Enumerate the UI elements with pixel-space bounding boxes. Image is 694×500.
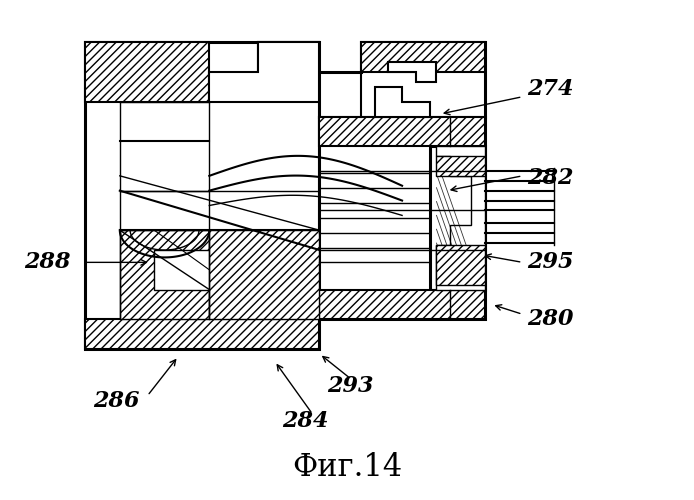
Text: 295: 295 (527, 252, 573, 274)
Polygon shape (85, 42, 210, 102)
Polygon shape (319, 116, 484, 319)
Polygon shape (437, 245, 484, 284)
Text: 288: 288 (24, 252, 71, 274)
Polygon shape (257, 42, 319, 72)
Text: 286: 286 (93, 390, 139, 412)
Polygon shape (85, 319, 319, 349)
Text: 284: 284 (282, 410, 329, 432)
Polygon shape (361, 42, 484, 72)
Polygon shape (437, 156, 484, 176)
Text: 280: 280 (527, 308, 573, 330)
Polygon shape (210, 42, 319, 102)
Polygon shape (85, 42, 319, 349)
Polygon shape (430, 146, 484, 290)
Polygon shape (375, 87, 430, 117)
Text: 282: 282 (527, 168, 573, 190)
Polygon shape (389, 62, 437, 82)
Text: Фиг.14: Фиг.14 (292, 452, 402, 483)
Polygon shape (319, 116, 484, 146)
Polygon shape (319, 42, 484, 117)
Polygon shape (319, 290, 484, 319)
Text: 274: 274 (527, 78, 573, 100)
Polygon shape (437, 146, 484, 290)
Text: 293: 293 (327, 375, 373, 397)
Polygon shape (120, 230, 210, 319)
Polygon shape (210, 230, 319, 319)
